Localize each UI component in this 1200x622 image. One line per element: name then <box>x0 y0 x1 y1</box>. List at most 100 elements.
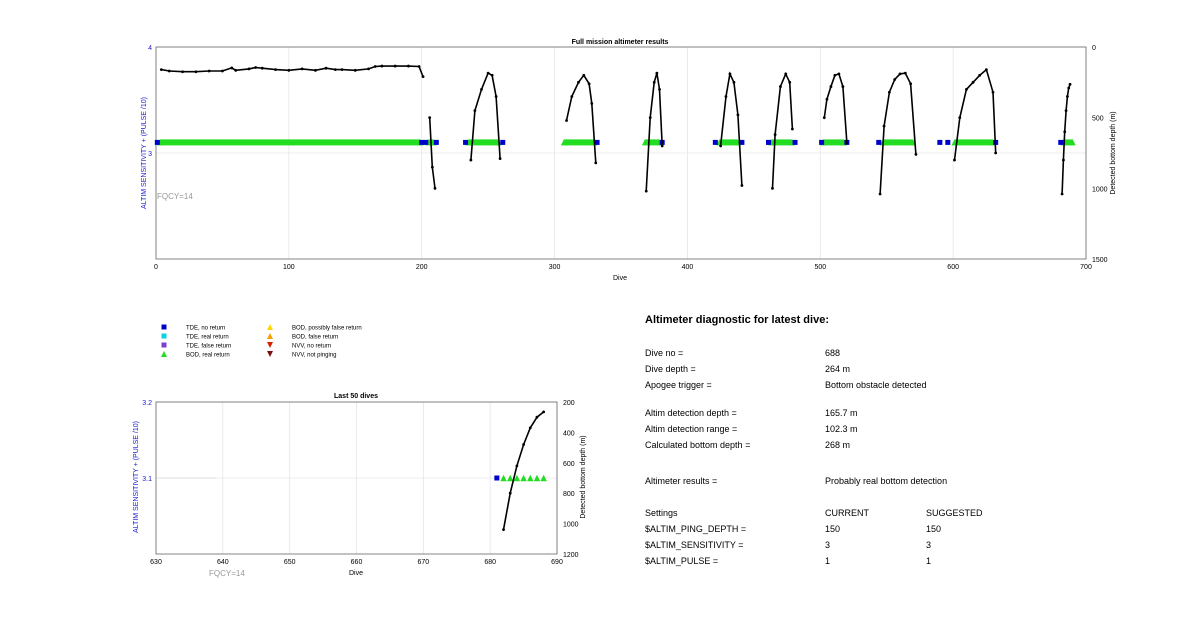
bod-real-return-band <box>159 139 421 146</box>
chart-title: Full mission altimeter results <box>572 39 669 46</box>
bottom-depth-point <box>841 85 845 88</box>
diagnostic-label: Altim detection range = <box>645 424 738 434</box>
x-tick-label: 100 <box>283 264 295 271</box>
bottom-depth-point <box>380 64 384 68</box>
bottom-depth-point <box>1067 86 1071 90</box>
bottom-depth-point <box>367 67 370 71</box>
bod-real-return-marker <box>641 139 648 146</box>
tde-no-return-marker <box>419 139 425 145</box>
diagnostic-value: Probably real bottom detection <box>825 476 948 486</box>
bottom-depth-point <box>658 88 661 91</box>
tde-no-return-marker <box>494 475 500 481</box>
x-tick-label: 600 <box>947 264 959 271</box>
bottom-depth-point <box>494 95 498 98</box>
diagnostic-label: Calculated bottom depth = <box>645 440 751 450</box>
chart-title: Last 50 dives <box>334 393 378 400</box>
bottom-depth-point <box>469 158 473 162</box>
bottom-depth-point <box>771 186 774 190</box>
x-tick-label: 200 <box>416 264 428 271</box>
bod-real-return-marker <box>533 474 541 482</box>
bottom-depth-point <box>333 68 337 72</box>
setting-suggested-value: 150 <box>926 524 942 534</box>
bottom-depth-point <box>994 151 998 155</box>
tde-no-return-marker <box>792 139 798 145</box>
bod-real-return-marker <box>513 474 521 482</box>
diagnostic-label: Altim detection depth = <box>645 408 737 418</box>
bottom-depth-point <box>958 116 962 120</box>
bottom-depth-point <box>254 66 258 69</box>
setting-name: $ALTIM_PING_DEPTH = <box>645 524 747 534</box>
setting-current-value: 1 <box>825 556 831 566</box>
tde-no-return-marker <box>765 139 771 145</box>
bottom-depth-point <box>587 82 591 86</box>
y-axis-label-right: Detected bottom depth (m) <box>1110 111 1117 194</box>
bottom-depth-point <box>732 80 736 84</box>
bottom-depth-track <box>823 72 848 144</box>
bottom-depth-track <box>879 72 917 195</box>
bottom-depth-point <box>779 85 782 88</box>
x-tick-label: 680 <box>484 559 496 566</box>
x-tick-label: 400 <box>682 264 694 271</box>
settings-header-suggested: SUGGESTED <box>926 508 983 518</box>
bottom-depth-point <box>542 410 546 414</box>
x-tick-label: 660 <box>351 559 363 566</box>
setting-current-value: 150 <box>825 524 841 534</box>
y-axis-label-right: Detected bottom depth (m) <box>580 435 587 518</box>
bottom-depth-track <box>645 72 663 192</box>
x-tick-label: 650 <box>284 559 296 566</box>
bottom-depth-point <box>953 158 956 162</box>
bottom-depth-point <box>644 189 648 193</box>
bottom-depth-point <box>887 90 891 94</box>
bottom-depth-point <box>421 75 425 79</box>
bod-real-return-marker <box>507 474 514 482</box>
diagnostic-title: Altimeter diagnostic for latest dive: <box>645 314 829 326</box>
setting-current-value: 3 <box>825 540 831 550</box>
bottom-depth-point <box>528 426 532 430</box>
bottom-depth-point <box>719 144 723 148</box>
bottom-depth-point <box>430 165 434 169</box>
bod-real-return-band <box>771 139 793 146</box>
tde-no-return-marker <box>154 139 160 145</box>
tde-no-return-marker <box>876 139 882 145</box>
bottom-depth-point <box>784 72 788 76</box>
diagnostic-label: Dive depth = <box>645 364 696 374</box>
bottom-depth-point <box>247 67 251 71</box>
bottom-depth-point <box>515 464 519 468</box>
bottom-depth-point <box>882 124 886 128</box>
bottom-depth-point <box>287 68 291 72</box>
bod-real-return-marker <box>1069 139 1076 146</box>
bottom-depth-point <box>893 78 897 81</box>
y-tick-label-right: 600 <box>563 461 575 468</box>
bottom-depth-point <box>508 491 512 495</box>
bottom-depth-point <box>965 88 968 91</box>
bod-real-return-marker <box>540 474 547 482</box>
bottom-depth-point <box>878 192 882 196</box>
bottom-depth-point <box>1062 158 1065 162</box>
bod-real-return-band <box>954 139 993 146</box>
bottom-depth-point <box>167 69 171 73</box>
bottom-depth-point <box>728 72 732 76</box>
bottom-depth-point <box>230 66 234 70</box>
bottom-depth-point <box>825 97 829 101</box>
tde-no-return-marker <box>433 139 439 145</box>
bottom-depth-point <box>577 80 580 84</box>
bod-real-return-band <box>822 139 845 146</box>
diagnostic-value: Bottom obstacle detected <box>825 380 927 390</box>
tde-no-return-marker <box>500 139 506 145</box>
bottom-depth-point <box>660 144 664 148</box>
bod-real-return-band <box>468 139 499 146</box>
x-tick-label: 700 <box>1080 264 1092 271</box>
bottom-depth-point <box>373 65 377 68</box>
bottom-depth-point <box>909 82 913 86</box>
bottom-depth-point <box>260 66 264 70</box>
bottom-depth-point <box>984 68 988 72</box>
diagnostic-label: Dive no = <box>645 348 684 358</box>
bottom-depth-point <box>340 68 344 72</box>
bottom-depth-point <box>433 186 437 190</box>
tde-no-return-marker <box>1058 139 1064 145</box>
bottom-depth-point <box>724 95 728 98</box>
bod-real-return-band <box>644 139 660 146</box>
y-tick-label-right: 800 <box>563 491 575 498</box>
bottom-depth-point <box>829 85 833 88</box>
fqcy-annotation: FQCY=14 <box>157 192 193 201</box>
